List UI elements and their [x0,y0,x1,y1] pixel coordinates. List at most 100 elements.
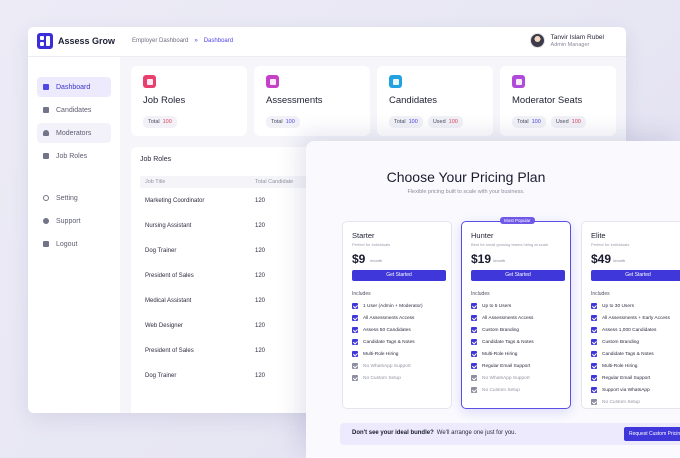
check-icon [352,315,358,321]
table-title: Job Roles [140,156,172,163]
feature-item-disabled: No Custom Setup [471,387,520,393]
brand-logo[interactable]: Assess Grow [37,33,115,49]
feature-item: Custom Branding [591,339,639,345]
table-row[interactable]: Dog Trainer 120 [145,373,266,379]
stat-pill: Total 100 [512,116,546,128]
user-role: Admin Manager [550,41,590,48]
table-row[interactable]: President of Sales 120 [145,273,266,279]
stat-pill: Used 100 [550,116,586,128]
feature-item: Up to 30 Users [591,303,634,309]
get-started-button[interactable]: Get Started [352,270,446,281]
stat-card-job-roles[interactable]: Job Roles Total 100 [131,66,247,136]
plan-card-elite: Elite Perfect for individuals $49 /month… [581,221,680,409]
breadcrumb-separator: » [194,38,198,44]
get-started-button[interactable]: Get Started [471,270,565,281]
sidebar-item-candidates[interactable]: Candidates [37,100,111,120]
id-card-icon [43,107,49,113]
check-icon [591,339,597,345]
column-header: Total Candidate [255,179,294,185]
breadcrumb-root[interactable]: Employer Dashboard [132,38,189,44]
sidebar-item-label: Logout [56,240,78,248]
plan-price: $9 [352,252,366,266]
sidebar: Dashboard Candidates Moderators Job Role… [28,57,120,413]
grid-icon [43,84,49,90]
plan-period: /month [493,258,506,263]
feature-item: Regular Email Support [591,375,650,381]
stat-pill: Total 100 [389,116,423,128]
check-icon [591,351,597,357]
stat-title: Candidates [389,95,438,106]
stat-title: Job Roles [143,95,186,106]
pricing-panel: Choose Your Pricing Plan Flexible pricin… [306,141,680,458]
includes-label: Includes [591,291,610,297]
request-custom-pricing-button[interactable]: Request Custom Pricing [624,427,680,441]
sidebar-item-moderators[interactable]: Moderators [37,123,111,143]
plan-desc: Perfect for individuals [352,242,391,247]
check-icon [352,351,358,357]
sidebar-item-label: Moderators [56,129,92,137]
plan-card-hunter: Most Popular Hunter Best for small growi… [461,217,571,409]
feature-item: Support via WhatsApp [591,387,650,393]
check-icon [471,351,477,357]
check-icon [591,363,597,369]
includes-label: Includes [352,291,371,297]
sidebar-item-label: Job Roles [56,152,88,160]
plan-desc: Best for small growing teams hiring at s… [471,242,549,247]
check-icon [591,375,597,381]
avatar [529,33,545,48]
plan-period: /month [370,258,383,263]
check-icon [471,363,477,369]
plan-period: /month [613,258,626,263]
check-icon [352,375,358,381]
sidebar-item-logout[interactable]: Logout [37,234,111,254]
check-icon [471,339,477,345]
table-row[interactable]: Web Designer 120 [145,323,266,329]
table-row[interactable]: President of Sales 120 [145,348,266,354]
includes-label: Includes [471,291,490,297]
briefcase-icon [43,153,49,159]
column-header: Job Title [145,179,166,185]
top-bar: Assess Grow Employer Dashboard » Dashboa… [28,27,626,57]
custom-bundle-bar: Don't see your ideal bundle? We'll arrang… [340,423,680,445]
plan-price: $49 [591,252,612,266]
sidebar-item-label: Setting [56,194,78,202]
sidebar-item-setting[interactable]: Setting [37,188,111,208]
table-row[interactable]: Nursing Assistant 120 [145,223,266,229]
logo-mark-icon [37,33,53,49]
stat-card-candidates[interactable]: Candidates Total 100 Used 100 [377,66,493,136]
logout-icon [43,241,49,247]
plan-card-starter: Starter Perfect for individuals $9 /mont… [342,221,452,409]
feature-item: All Assessments Access [352,315,414,321]
feature-item-disabled: No WhatsApp Support [471,375,530,381]
sidebar-item-support[interactable]: Support [37,211,111,231]
feature-item: Multi-Role Hiring [352,351,398,357]
custom-bundle-text: Don't see your ideal bundle? We'll arrang… [352,430,517,436]
feature-item: Multi-Role Hiring [591,363,637,369]
get-started-button[interactable]: Get Started [591,270,680,281]
feature-item: Up to 5 Users [471,303,511,309]
user-menu[interactable]: Tanvir Islam Rubel Admin Manager [529,33,604,48]
table-row[interactable]: Medical Assistant 120 [145,298,266,304]
check-icon [471,387,477,393]
breadcrumb-current: Dashboard [203,38,234,44]
feature-item: Candidate Tags & Notes [471,339,534,345]
check-icon [352,303,358,309]
table-row[interactable]: Dog Trainer 120 [145,248,266,254]
stat-title: Assessments [266,95,323,106]
people-icon [389,75,402,88]
check-icon [591,387,597,393]
brand-name: Assess Grow [58,36,116,46]
table-row[interactable]: Marketing Coordinator 120 [145,198,266,204]
check-icon [352,339,358,345]
stat-card-assessments[interactable]: Assessments Total 100 [254,66,370,136]
most-popular-badge: Most Popular [500,217,535,224]
feature-item: Multi-Role Hiring [471,351,517,357]
feature-item: All Assessments Access [471,315,533,321]
sidebar-item-dashboard[interactable]: Dashboard [37,77,111,97]
stat-card-moderator-seats[interactable]: Moderator Seats Total 100 Used 100 [500,66,616,136]
sidebar-item-job-roles[interactable]: Job Roles [37,146,111,166]
sidebar-item-label: Candidates [56,106,92,114]
clipboard-icon [266,75,279,88]
feature-item-disabled: No Custom Setup [591,399,640,405]
stat-pill: Total 100 [266,116,300,128]
